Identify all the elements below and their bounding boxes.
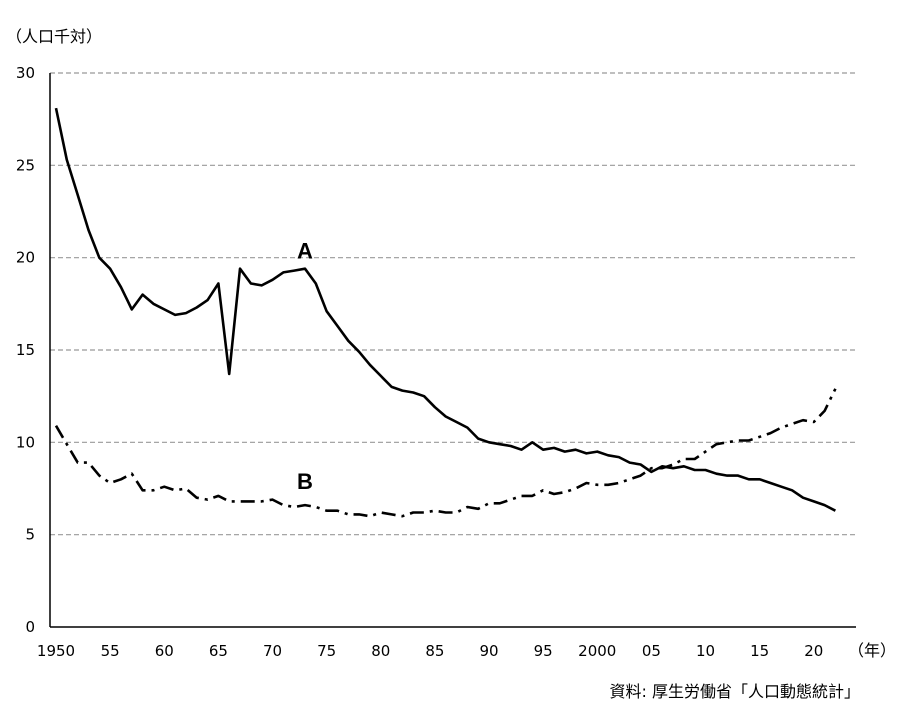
series-label-b: B <box>297 469 313 494</box>
x-tick-label: 05 <box>642 642 661 660</box>
x-tick-label: 15 <box>750 642 769 660</box>
x-tick-label: 10 <box>696 642 715 660</box>
y-tick-label: 5 <box>25 526 35 544</box>
x-tick-label: 55 <box>101 642 120 660</box>
x-tick-label: 80 <box>371 642 390 660</box>
x-tick-label: 95 <box>534 642 553 660</box>
x-tick-label: 90 <box>479 642 498 660</box>
x-tick-label: 70 <box>263 642 282 660</box>
y-tick-label: 25 <box>16 156 35 174</box>
x-tick-label: 2000 <box>578 642 616 660</box>
x-tick-label: 65 <box>209 642 228 660</box>
x-tick-label: 1950 <box>37 642 75 660</box>
y-tick-labels: 0 5 10 15 20 25 30 <box>16 64 35 636</box>
y-tick-label: 20 <box>16 249 35 267</box>
series-line-b <box>54 388 837 518</box>
series-line-a <box>54 107 836 512</box>
y-tick-label: 15 <box>16 341 35 359</box>
y-tick-label: 0 <box>25 618 35 636</box>
x-tick-label: 60 <box>155 642 174 660</box>
x-tick-label: 20 <box>804 642 823 660</box>
x-unit-label: （年） <box>848 641 896 660</box>
series-label-a: A <box>297 238 313 263</box>
y-tick-label: 30 <box>16 64 35 82</box>
y-tick-label: 10 <box>16 433 35 451</box>
source-note: 資料: 厚生労働省「人口動態統計」 <box>610 682 860 701</box>
x-tick-label: 75 <box>317 642 336 660</box>
data-series <box>54 107 837 518</box>
x-tick-label: 85 <box>425 642 444 660</box>
x-tick-labels: 1950 55 60 65 70 75 80 85 90 95 2000 05 10 15 20 <box>37 642 823 660</box>
axes <box>49 73 856 628</box>
series-labels: AB <box>297 238 313 494</box>
y-unit-label: （人口千対） <box>6 27 102 46</box>
gridlines <box>50 72 856 536</box>
